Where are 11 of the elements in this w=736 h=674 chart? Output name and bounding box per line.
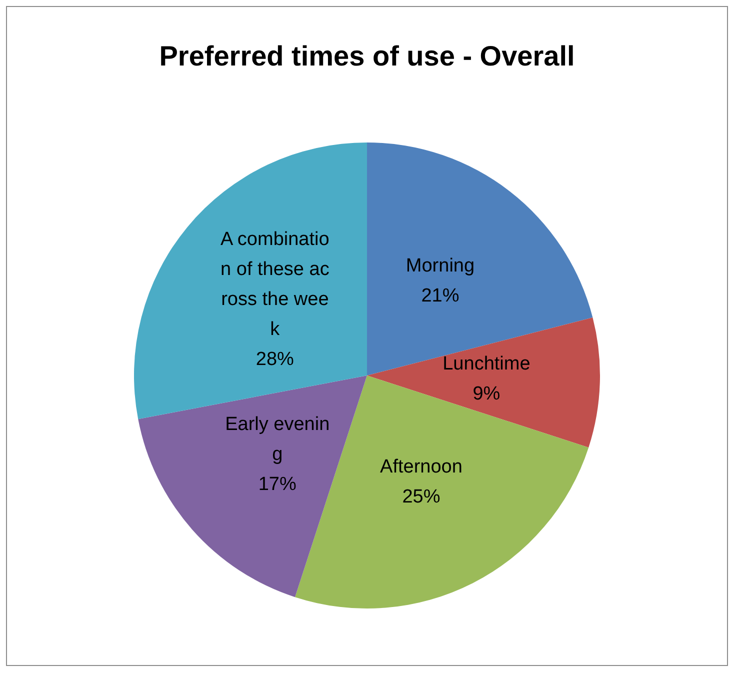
slice-label: Morning: [406, 256, 475, 277]
data-label: 9%: [472, 384, 500, 405]
data-label: 17%: [258, 474, 296, 496]
chart-title: Preferred times of use - Overall: [159, 40, 575, 72]
data-label: 28%: [256, 348, 294, 370]
data-label: 21%: [421, 286, 460, 307]
data-label: 25%: [402, 486, 440, 508]
slice-label: Lunchtime: [442, 354, 530, 375]
slice-label: Early evening: [225, 414, 330, 466]
slice-label: Afternoon: [380, 456, 462, 478]
slice-label: A combination of these across the week: [220, 228, 330, 340]
